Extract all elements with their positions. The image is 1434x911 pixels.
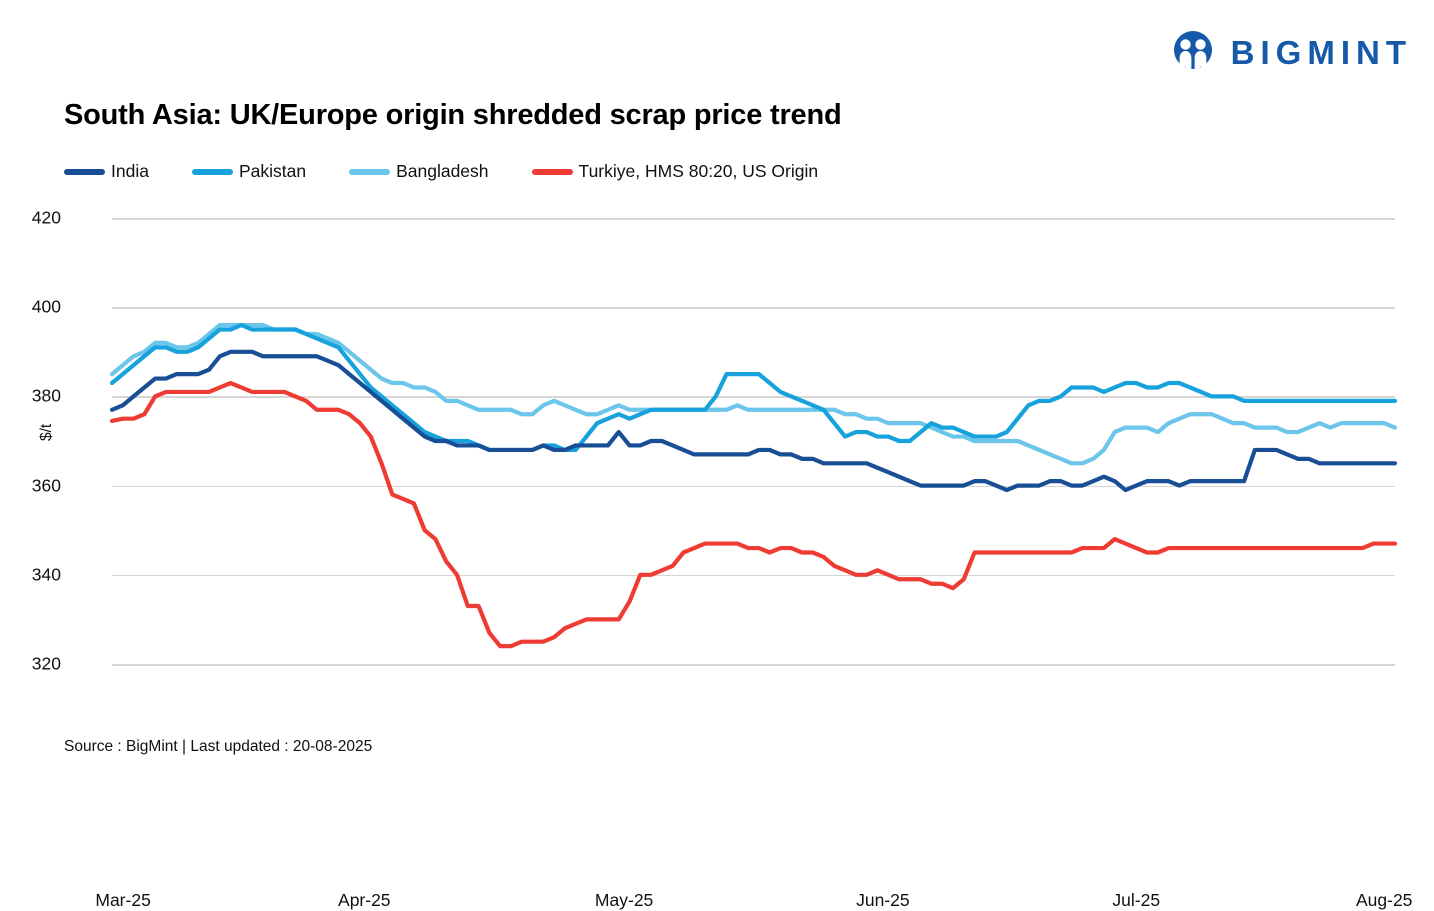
- gridline: [112, 307, 1395, 309]
- legend-label: Pakistan: [238, 161, 307, 181]
- series-line: [109, 322, 1398, 466]
- legend-label: Bangladesh: [396, 161, 489, 181]
- x-axis-tick-label: Aug-25: [1355, 890, 1413, 910]
- source-note: Source : BigMint | Last updated : 20-08-…: [64, 738, 373, 755]
- brand-logo: BIGMINT: [1169, 28, 1412, 76]
- legend-item-turkiye[interactable]: Turkiye, HMS 80:20, US Origin: [531, 161, 819, 182]
- legend-label: India: [111, 161, 149, 181]
- legend-swatch-icon: [64, 168, 105, 175]
- chart-plot-area: 320 340 360 380 400 420 Mar-25 Apr-25 May-25 Jun…: [32, 208, 1413, 911]
- series-line: [109, 322, 1398, 453]
- brand-name: BIGMINT: [1230, 33, 1412, 71]
- gridline: [112, 396, 1395, 398]
- chart-legend: India Pakistan Bangladesh Turkiye, HMS 8…: [64, 161, 818, 182]
- y-axis-tick-label: 380: [31, 385, 61, 406]
- y-axis-tick-label: 340: [31, 564, 61, 585]
- y-axis-tick-label: 360: [31, 475, 61, 496]
- y-axis-tick-label: 400: [31, 296, 61, 317]
- legend-item-pakistan[interactable]: Pakistan: [191, 161, 307, 182]
- x-axis-tick-label: Apr-25: [338, 890, 391, 910]
- y-axis-tick-label: 420: [31, 207, 61, 228]
- page-title: South Asia: UK/Europe origin shredded sc…: [64, 99, 842, 131]
- legend-item-india[interactable]: India: [64, 161, 149, 182]
- chart-series-lines: [109, 322, 1398, 649]
- y-axis-title: $/t: [38, 423, 55, 441]
- legend-label: Turkiye, HMS 80:20, US Origin: [578, 161, 819, 181]
- bigmint-logo-icon: [1173, 31, 1212, 74]
- legend-swatch-icon: [191, 168, 233, 175]
- gridline: [112, 485, 1395, 488]
- gridline: [112, 664, 1395, 666]
- series-line: [109, 380, 1398, 649]
- x-axis-tick-label: Mar-25: [95, 890, 151, 910]
- legend-swatch-icon: [349, 168, 391, 175]
- series-line: [109, 349, 1398, 493]
- legend-item-bangladesh[interactable]: Bangladesh: [349, 161, 489, 182]
- x-axis-tick-label: May-25: [594, 890, 654, 910]
- x-axis-tick-label: Jun-25: [856, 890, 910, 910]
- x-axis-tick-label: Jul-25: [1112, 890, 1161, 910]
- gridline: [112, 574, 1395, 577]
- legend-swatch-icon: [531, 168, 573, 175]
- gridline: [112, 218, 1395, 220]
- y-axis-tick-label: 320: [31, 653, 61, 674]
